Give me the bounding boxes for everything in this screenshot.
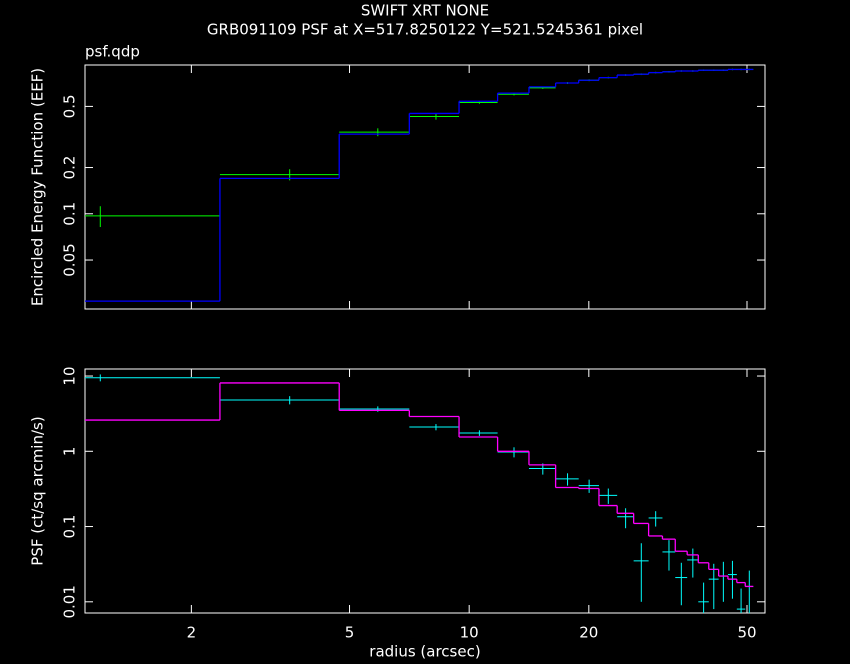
x-tick-label: 50 bbox=[737, 624, 756, 642]
x-tick-label: 10 bbox=[460, 624, 479, 642]
y-tick-label: 0.05 bbox=[61, 243, 79, 276]
plot-area bbox=[85, 68, 754, 302]
x-axis-label: radius (arcsec) bbox=[369, 643, 480, 661]
y-tick-label: 0.2 bbox=[61, 156, 79, 180]
y-tick-label: 10 bbox=[61, 366, 79, 385]
plot-frame bbox=[84, 368, 766, 614]
y-tick-label: 0.01 bbox=[61, 585, 79, 618]
plot-area bbox=[85, 374, 754, 613]
y-axis-label: Encircled Energy Function (EEF) bbox=[29, 68, 47, 306]
chart-title: SWIFT XRT NONE bbox=[361, 2, 489, 20]
x-tick-label: 5 bbox=[345, 624, 355, 642]
y-tick-label: 0.5 bbox=[61, 94, 79, 118]
y-axis-label: PSF (ct/sq arcmin/s) bbox=[29, 416, 47, 565]
x-tick-label: 20 bbox=[579, 624, 598, 642]
chart-subtitle: GRB091109 PSF at X=517.8250122 Y=521.524… bbox=[207, 21, 643, 39]
x-tick-label: 2 bbox=[187, 624, 197, 642]
y-tick-label: 0.1 bbox=[61, 202, 79, 226]
plot-frame bbox=[84, 64, 766, 310]
y-tick-label: 1 bbox=[61, 447, 79, 457]
y-tick-label: 0.1 bbox=[61, 515, 79, 539]
file-label: psf.qdp bbox=[85, 43, 140, 61]
